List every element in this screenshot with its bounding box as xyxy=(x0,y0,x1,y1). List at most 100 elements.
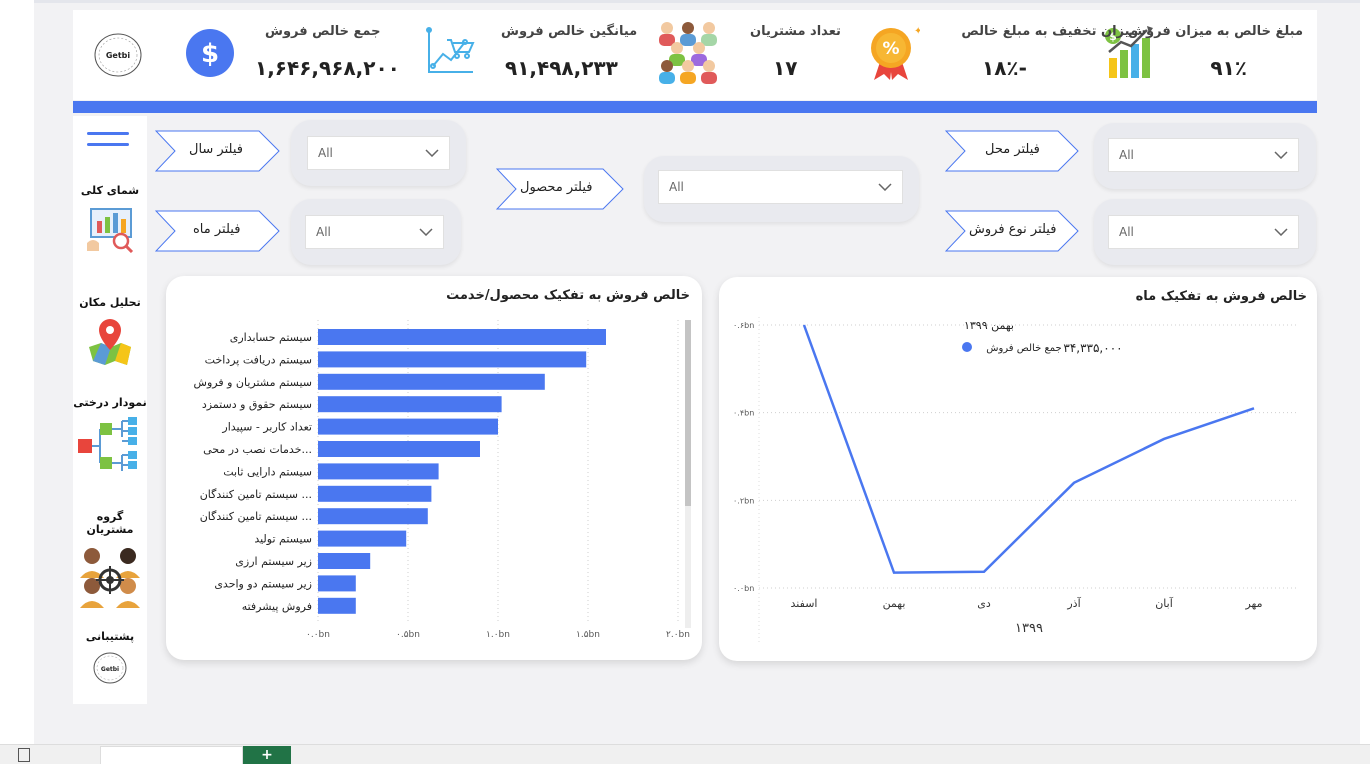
tooltip-title: بهمن ۱۳۹۹ xyxy=(964,319,1014,332)
logo-text: Getbi xyxy=(106,51,131,60)
nav-item-support[interactable]: پشتیبانی Getbi xyxy=(73,630,147,685)
kpi-title: میزان تخفیف به مبلغ خالص xyxy=(961,24,1138,39)
bar-chart-card: خالص فروش به تفکیک محصول/خدمت ۰.۰bn ۰.۵bn… xyxy=(166,276,702,660)
kpi-net-to-sales: $ مبلغ خالص به میزان فروش ۹۱٪ xyxy=(1103,10,1313,100)
map-pin-icon xyxy=(89,319,131,365)
kpi-customer-count: تعداد مشتریان ۱۷ xyxy=(655,10,841,100)
window-icon[interactable] xyxy=(18,748,30,762)
dropdown-value: All xyxy=(1119,148,1134,162)
line-x-axis-label: ۱۳۹۹ xyxy=(1015,621,1043,636)
bar[interactable] xyxy=(318,553,371,569)
revenue-growth-icon: $ xyxy=(1103,24,1159,86)
month-dropdown[interactable]: All xyxy=(305,215,444,249)
scrollbar-thumb[interactable] xyxy=(685,320,691,506)
kpi-avg-net-sales: میانگین خالص فروش ۹۱,۴۹۸,۲۳۳ xyxy=(425,10,637,100)
shopping-cart-chart-icon xyxy=(425,26,477,82)
dropdown-value: All xyxy=(318,146,333,160)
logo-text: Getbi xyxy=(101,666,119,673)
nav-item-customer-groups[interactable]: گروه مشتریان xyxy=(73,510,147,610)
bar-category-label: سیستم تولید xyxy=(254,533,312,546)
bar-category-label: سیستم مشتریان و فروش xyxy=(194,376,312,389)
line-x-tick: مهر xyxy=(1244,597,1262,610)
line-x-tick: آذر xyxy=(1066,596,1081,610)
bar[interactable] xyxy=(318,441,480,457)
bar-x-tick: ۱.۵bn xyxy=(576,630,600,640)
bar-x-tick: ۲.۰bn xyxy=(666,630,690,640)
product-dropdown[interactable]: All xyxy=(658,170,903,204)
nav-item-label: نمودار درختی xyxy=(73,396,147,409)
bar[interactable] xyxy=(318,597,356,614)
bar-category-label: ... سیستم تامین کنندگان xyxy=(200,488,312,501)
bar[interactable] xyxy=(318,485,432,502)
bar-category-label: فروش پیشرفته xyxy=(242,600,312,613)
dropdown-value: All xyxy=(316,225,331,239)
kpi-value: -۱۸٪ xyxy=(982,56,1027,80)
bar[interactable] xyxy=(318,575,356,592)
chevron-down-icon xyxy=(419,228,433,236)
nav-item-label: گروه مشتریان xyxy=(86,510,134,536)
chevron-down-icon xyxy=(1274,151,1288,159)
svg-text:✦: ✦ xyxy=(914,26,920,37)
sale-type-filter-label: فیلتر نوع فروش xyxy=(945,210,1079,252)
nav-item-overview[interactable]: شمای کلی xyxy=(73,184,147,253)
bar[interactable] xyxy=(318,508,428,525)
kpi-total-net-sales: $ جمع خالص فروش ۱,۶۴۶,۹۶۸,۲۰۰ xyxy=(183,10,400,100)
nav-item-location[interactable]: تحلیل مکان xyxy=(73,296,147,367)
bar[interactable] xyxy=(318,396,502,413)
presentation-icon xyxy=(87,208,134,253)
line-y-tick: ۰.۴bn xyxy=(733,409,754,418)
kpi-title: تعداد مشتریان xyxy=(750,24,841,39)
line-y-tick: ۰.۶bn xyxy=(733,321,754,330)
kpi-bar: $ مبلغ خالص به میزان فروش ۹۱٪ % ✦ میزان … xyxy=(73,10,1317,100)
bar-category-label: سیستم حقوق و دستمزد xyxy=(202,398,312,411)
nav-item-tree[interactable]: نمودار درختی xyxy=(73,396,147,475)
add-page-button[interactable]: + xyxy=(243,746,291,764)
product-filter-label: فیلتر محصول xyxy=(496,168,624,210)
bar[interactable] xyxy=(318,329,606,345)
top-border xyxy=(34,0,1360,3)
taskbar: + xyxy=(0,744,1370,764)
sale-type-dropdown[interactable]: All xyxy=(1108,215,1299,249)
nav-item-label: تحلیل مکان xyxy=(79,296,141,309)
nav-item-label: پشتیبانی xyxy=(85,630,135,643)
bar-chart: ۰.۰bn ۰.۵bn ۱.۰bn ۱.۵bn ۲.۰bn سیستم حسابداری س… xyxy=(194,320,691,640)
bar[interactable] xyxy=(318,418,498,435)
month-filter-label: فیلتر ماه xyxy=(155,210,280,252)
bar-category-label: سیستم حسابداری xyxy=(230,331,312,344)
dropdown-value: All xyxy=(669,180,684,194)
taskbar-tab[interactable] xyxy=(100,746,243,764)
nav-item-label: شمای کلی xyxy=(80,184,140,197)
chevron-down-icon xyxy=(878,183,892,191)
location-slicer: All xyxy=(1094,123,1316,189)
svg-text:$: $ xyxy=(1109,30,1117,43)
bar[interactable] xyxy=(318,373,545,390)
customers-group-icon xyxy=(655,18,721,88)
side-nav: شمای کلی تحلیل مکان نمودار درختی xyxy=(73,116,147,704)
bar-x-tick: ۱.۰bn xyxy=(486,630,510,640)
chevron-down-icon xyxy=(425,149,439,157)
year-filter-label: فیلتر سال xyxy=(155,130,280,172)
kpi-discount-ratio: % ✦ میزان تخفیف به مبلغ خالص -۱۸٪ xyxy=(858,10,1138,100)
bar[interactable] xyxy=(318,530,407,547)
bar[interactable] xyxy=(318,351,587,368)
tooltip-value: ۳۴,۳۳۵,۰۰۰ xyxy=(1063,341,1122,355)
location-filter-label: فیلتر محل xyxy=(945,130,1079,172)
accent-strip xyxy=(73,101,1317,113)
line-x-tick: آبان xyxy=(1155,596,1173,610)
series-line[interactable] xyxy=(802,324,1255,574)
kpi-value: ۹۱٪ xyxy=(1210,56,1247,80)
year-slicer: All xyxy=(291,120,466,186)
menu-icon[interactable] xyxy=(87,132,129,154)
bar-category-label: سیستم دریافت پرداخت xyxy=(205,353,312,366)
tooltip-series-name: جمع خالص فروش xyxy=(986,343,1062,354)
kpi-value: ۱۷ xyxy=(773,56,798,80)
location-dropdown[interactable]: All xyxy=(1108,138,1299,172)
bar[interactable] xyxy=(318,463,439,480)
year-dropdown[interactable]: All xyxy=(307,136,450,170)
line-chart-card: خالص فروش به تفکیک ماه ۰.۰bn ۰.۲bn ۰.۴bn ۰.… xyxy=(719,277,1317,661)
kpi-value: ۱,۶۴۶,۹۶۸,۲۰۰ xyxy=(255,56,400,80)
tree-diagram-icon xyxy=(78,417,137,471)
line-x-tick: دی xyxy=(977,597,991,610)
bar-category-label: سیستم دارایی ثابت xyxy=(223,465,312,478)
product-slicer: All xyxy=(644,156,919,222)
